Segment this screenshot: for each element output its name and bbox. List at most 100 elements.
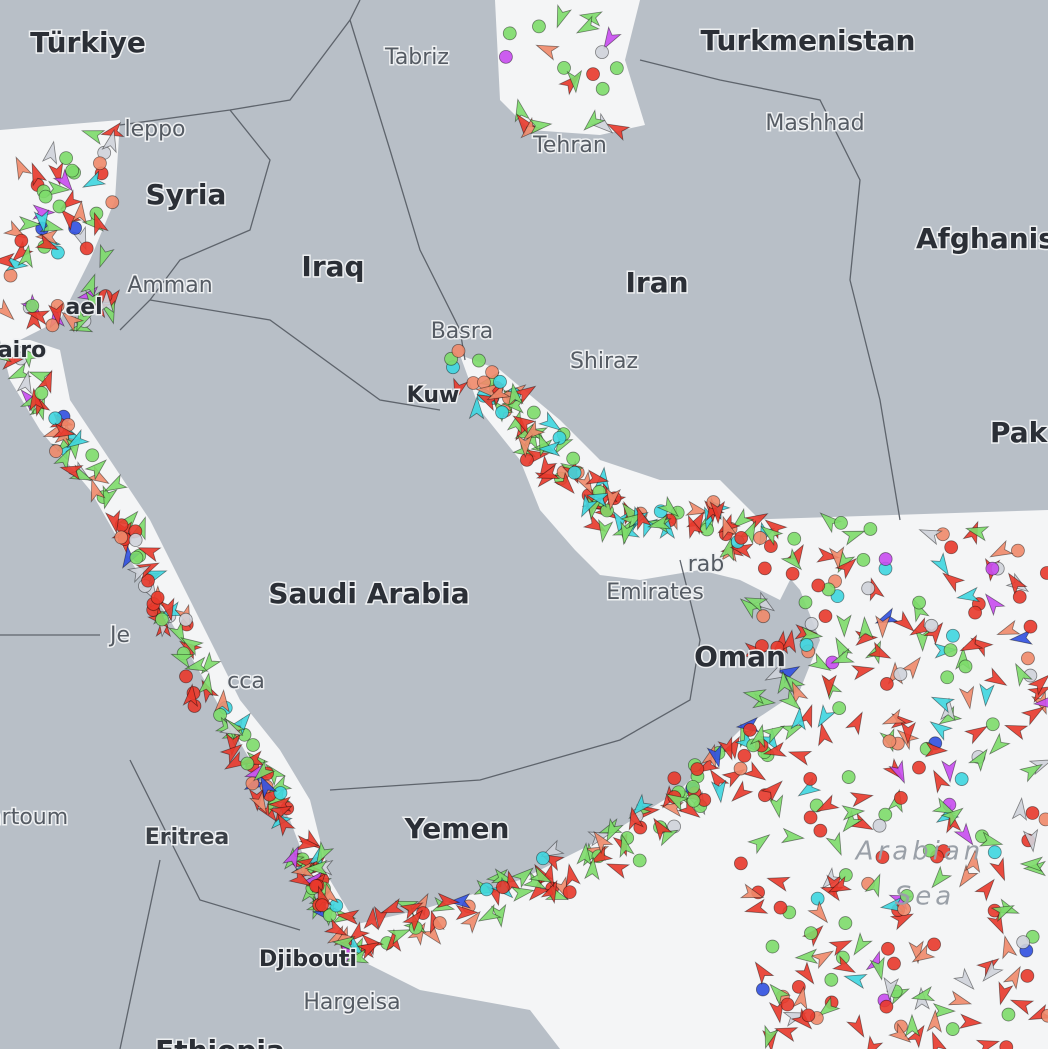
vessel-marker[interactable] [926,1009,942,1033]
vessel-marker[interactable] [880,708,907,731]
vessel-marker[interactable] [344,921,371,947]
vessel-marker[interactable] [846,1013,870,1040]
vessel-marker[interactable] [964,849,982,874]
vessel-marker[interactable] [849,812,876,836]
vessel-marker[interactable] [15,342,41,369]
vessel-marker[interactable] [798,595,813,610]
vessel-marker[interactable] [940,803,967,828]
vessel-marker[interactable] [178,612,193,627]
vessel-marker[interactable] [48,411,63,426]
vessel-marker[interactable] [816,508,843,534]
vessel-marker[interactable] [455,904,479,921]
vessel-marker[interactable] [821,674,837,698]
vessel-marker[interactable] [1039,566,1048,580]
vessel-marker[interactable] [1027,670,1048,696]
vessel-marker[interactable] [1011,797,1029,822]
vessel-marker[interactable] [538,411,564,436]
vessel-marker[interactable] [588,828,614,855]
vessel-marker[interactable] [1021,651,1035,666]
vessel-marker[interactable] [598,25,622,52]
vessel-marker[interactable] [1022,828,1040,853]
vessel-marker[interactable] [448,377,469,403]
vessel-marker[interactable] [1003,569,1028,596]
vessel-marker[interactable] [812,703,837,730]
vessel-marker[interactable] [841,525,866,546]
vessel-marker[interactable] [540,878,564,905]
vessel-marker[interactable] [799,638,814,652]
vessel-marker[interactable] [420,921,446,948]
vessel-marker[interactable] [964,522,990,542]
vessel-marker[interactable] [632,853,647,868]
vessel-marker[interactable] [249,759,276,786]
vessel-marker[interactable] [58,307,85,333]
vessel-marker[interactable] [6,362,32,385]
vessel-marker[interactable] [70,307,93,334]
vessel-marker[interactable] [686,780,700,794]
vessel-marker[interactable] [615,833,635,859]
vessel-marker[interactable] [240,756,255,771]
vessel-marker[interactable] [863,522,878,536]
vessel-marker[interactable] [595,81,610,96]
vessel-marker[interactable] [958,685,977,710]
vessel-marker[interactable] [780,827,805,845]
vessel-marker[interactable] [159,597,178,622]
vessel-marker[interactable] [498,49,513,64]
vessel-marker[interactable] [958,1013,983,1030]
vessel-marker[interactable] [879,896,904,915]
vessel-marker[interactable] [941,759,957,784]
vessel-marker[interactable] [323,918,350,941]
vessel-marker[interactable] [706,743,725,769]
vessel-marker[interactable] [179,669,193,684]
vessel-marker[interactable] [818,609,833,624]
vessel-marker[interactable] [538,839,565,863]
vessel-marker[interactable] [878,552,893,566]
vessel-marker[interactable] [50,245,65,260]
vessel-marker[interactable] [810,945,836,970]
vessel-marker[interactable] [856,552,871,567]
vessel-marker[interactable] [709,500,726,525]
vessel-marker[interactable] [931,797,958,820]
vessel-marker[interactable] [897,902,911,916]
vessel-marker[interactable] [834,515,848,530]
vessel-marker[interactable] [737,748,752,763]
vessel-marker[interactable] [975,1035,1001,1049]
vessel-marker[interactable] [909,943,936,968]
vessel-marker[interactable] [987,539,1014,563]
vessel-marker[interactable] [963,721,990,745]
vessel-marker[interactable] [825,831,848,858]
vessel-marker[interactable] [955,586,981,605]
vessel-marker[interactable] [101,128,120,154]
vessel-marker[interactable] [169,648,195,669]
vessel-marker[interactable] [182,683,199,708]
vessel-marker[interactable] [811,578,826,593]
vessel-marker[interactable] [932,1002,956,1019]
vessel-marker[interactable] [586,488,611,508]
vessel-marker[interactable] [580,109,606,135]
vessel-marker[interactable] [1008,629,1034,646]
vessel-marker[interactable] [894,790,908,805]
vessel-marker[interactable] [733,856,748,871]
vessel-marker[interactable] [16,370,36,395]
vessel-marker[interactable] [974,875,999,902]
vessel-marker[interactable] [759,1024,780,1049]
vessel-marker[interactable] [114,530,129,545]
vessel-marker[interactable] [27,387,45,412]
vessel-marker[interactable] [511,110,537,137]
vessel-marker[interactable] [603,486,622,511]
vessel-marker[interactable] [967,746,993,773]
vessel-marker[interactable] [780,629,799,654]
vessel-marker[interactable] [1020,969,1035,983]
vessel-marker[interactable] [59,461,84,481]
vessel-marker[interactable] [1016,935,1031,950]
vessel-marker[interactable] [786,679,809,706]
vessel-marker[interactable] [804,617,819,631]
vessel-marker[interactable] [807,900,832,927]
vessel-marker[interactable] [510,884,535,902]
vessel-marker[interactable] [88,211,109,237]
vessel-marker[interactable] [517,434,533,458]
vessel-marker[interactable] [899,889,914,903]
vessel-marker[interactable] [912,595,926,610]
vessel-marker[interactable] [322,908,337,923]
vessel-marker[interactable] [566,451,581,466]
vessel-marker[interactable] [875,850,890,865]
